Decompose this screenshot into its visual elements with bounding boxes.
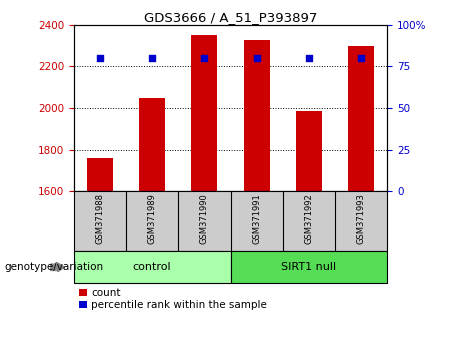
Title: GDS3666 / A_51_P393897: GDS3666 / A_51_P393897 bbox=[144, 11, 317, 24]
Text: GSM371993: GSM371993 bbox=[357, 193, 366, 244]
Bar bbox=[87, 158, 113, 191]
Bar bbox=[348, 46, 374, 191]
Bar bbox=[296, 111, 322, 191]
Text: genotype/variation: genotype/variation bbox=[5, 262, 104, 272]
Text: GSM371990: GSM371990 bbox=[200, 193, 209, 244]
Text: control: control bbox=[133, 262, 171, 272]
Text: GSM371992: GSM371992 bbox=[304, 193, 313, 244]
Bar bbox=[191, 35, 218, 191]
Point bbox=[357, 55, 365, 61]
Bar bbox=[74, 251, 230, 283]
Bar bbox=[139, 98, 165, 191]
Point bbox=[253, 55, 260, 61]
Bar bbox=[230, 251, 387, 283]
Point bbox=[148, 55, 156, 61]
Text: GSM371988: GSM371988 bbox=[95, 193, 104, 244]
Point bbox=[201, 55, 208, 61]
Point bbox=[305, 55, 313, 61]
Point bbox=[96, 55, 104, 61]
Legend: count, percentile rank within the sample: count, percentile rank within the sample bbox=[79, 289, 267, 310]
Text: GSM371989: GSM371989 bbox=[148, 193, 157, 244]
Text: SIRT1 null: SIRT1 null bbox=[281, 262, 337, 272]
Text: GSM371991: GSM371991 bbox=[252, 193, 261, 244]
Bar bbox=[243, 40, 270, 191]
